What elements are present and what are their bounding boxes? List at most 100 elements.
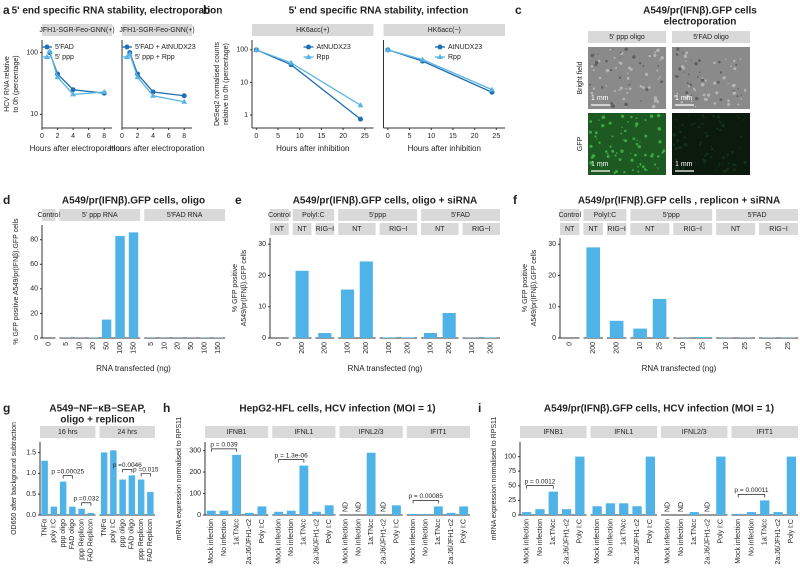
micrograph-texture bbox=[605, 69, 610, 73]
x-tick-label: 1a:TNcc bbox=[233, 519, 240, 546]
facet-strip bbox=[292, 223, 312, 235]
bar bbox=[100, 452, 108, 515]
bar bbox=[324, 505, 334, 515]
panel-letter: d bbox=[3, 193, 10, 207]
micrograph-texture bbox=[695, 96, 699, 101]
group-strip bbox=[661, 426, 728, 438]
bar bbox=[41, 460, 48, 515]
chart-title: A549/pr(IFNβ).GFP cells, HCV infection (… bbox=[544, 404, 774, 415]
value-label: ND bbox=[678, 502, 685, 512]
micrograph-texture bbox=[697, 125, 701, 129]
micrograph-texture bbox=[630, 152, 632, 155]
bar bbox=[340, 289, 355, 338]
micrograph-texture bbox=[683, 54, 688, 59]
x-tick-label: FAD oligo bbox=[69, 519, 76, 549]
bar bbox=[110, 450, 117, 515]
y-axis-label: % GFP positive A549/pr(IFNβ).GFP cells bbox=[13, 218, 20, 345]
y-tick-label: 0 bbox=[262, 335, 266, 342]
x-axis-label: RNA transfected (ng) bbox=[96, 364, 171, 373]
significance-bracket bbox=[81, 502, 92, 506]
p-value: p = 0.039 bbox=[210, 442, 238, 449]
micrograph-texture bbox=[702, 116, 705, 119]
micrograph-texture bbox=[703, 163, 706, 165]
bar bbox=[446, 512, 456, 515]
micrograph-texture bbox=[717, 80, 720, 84]
bar bbox=[312, 511, 321, 515]
micrograph-texture bbox=[620, 149, 624, 153]
bar bbox=[733, 513, 743, 515]
micrograph-texture bbox=[627, 121, 630, 123]
group-strip bbox=[270, 209, 289, 221]
micrograph-texture bbox=[648, 54, 651, 58]
x-tick-label: 4 bbox=[71, 133, 75, 140]
micrograph-texture bbox=[614, 67, 618, 70]
micrograph-texture bbox=[605, 84, 608, 87]
micrograph-texture bbox=[676, 166, 680, 170]
micrograph-texture bbox=[630, 158, 634, 162]
micrograph-texture bbox=[593, 69, 596, 72]
x-tick-label: No infection bbox=[537, 519, 544, 556]
group-label: 5'FAD bbox=[748, 212, 767, 219]
x-tick-label: 8 bbox=[102, 133, 106, 140]
x-tick-label: 200 bbox=[322, 342, 329, 354]
x-tick-label: 10 bbox=[680, 342, 687, 350]
micrograph-texture bbox=[658, 140, 662, 144]
micrograph-texture bbox=[598, 141, 601, 144]
point bbox=[46, 48, 53, 54]
micrograph-texture bbox=[626, 91, 629, 94]
micrograph-texture bbox=[740, 97, 743, 100]
point bbox=[101, 88, 108, 94]
bar bbox=[561, 509, 572, 515]
facet-strip bbox=[462, 223, 500, 235]
group-label: 5' ppp RNA bbox=[82, 212, 118, 219]
y-tick-label: 10 bbox=[548, 304, 556, 311]
scale-bar-label: 1 mm bbox=[675, 95, 693, 102]
micrograph-texture bbox=[615, 152, 618, 154]
micrograph-texture bbox=[685, 51, 689, 55]
group-label: IFNB1 bbox=[543, 429, 563, 436]
legend-label: 5' ppp bbox=[55, 54, 74, 61]
micrograph-texture bbox=[613, 56, 616, 59]
micrograph-texture bbox=[657, 64, 659, 67]
x-tick-label: 20 bbox=[339, 133, 347, 140]
micrograph-texture bbox=[605, 59, 608, 63]
x-tick-label: 2a:J6/JFH1-c2 bbox=[246, 519, 253, 565]
x-tick-label: 25 bbox=[785, 342, 792, 350]
x-tick-label: 10 bbox=[427, 133, 435, 140]
point bbox=[181, 98, 188, 104]
row-label: GFP bbox=[577, 136, 584, 151]
x-tick-label: Poly I:C bbox=[259, 519, 266, 544]
x-tick-label: Mock infection bbox=[410, 519, 417, 564]
bar bbox=[50, 506, 58, 515]
micrograph-texture bbox=[678, 67, 682, 71]
bar bbox=[605, 503, 616, 515]
micrograph-texture bbox=[726, 153, 730, 157]
micrograph-texture bbox=[650, 154, 654, 158]
facet-strip bbox=[383, 24, 505, 36]
micrograph-texture bbox=[624, 102, 628, 107]
micrograph-texture bbox=[660, 56, 664, 60]
x-tick-label: 6 bbox=[167, 133, 171, 140]
x-tick-label: 25 bbox=[492, 133, 500, 140]
micrograph-texture bbox=[692, 87, 696, 90]
micrograph-texture bbox=[737, 117, 740, 119]
bar bbox=[633, 328, 647, 338]
micrograph-texture bbox=[701, 77, 704, 79]
micrograph-texture bbox=[676, 47, 680, 51]
y-axis-label: % GFP positive bbox=[522, 264, 529, 312]
bar bbox=[299, 465, 309, 515]
x-axis-label: Hours after inhibition bbox=[276, 144, 349, 153]
micrograph-texture bbox=[715, 91, 719, 95]
micrograph-texture bbox=[723, 169, 727, 173]
point bbox=[419, 56, 426, 62]
group-label: 5'ppp bbox=[369, 212, 386, 219]
micrograph-texture bbox=[626, 72, 629, 75]
x-tick-label: 1a:TNcc bbox=[621, 519, 628, 546]
micrograph-texture bbox=[716, 115, 721, 119]
micrograph-texture bbox=[676, 139, 680, 142]
bar bbox=[391, 505, 401, 515]
x-tick-label: 200 bbox=[299, 342, 306, 354]
micrograph-texture bbox=[674, 166, 677, 169]
x-axis-label: RNA transfected (ng) bbox=[642, 364, 717, 373]
micrograph-texture bbox=[702, 93, 706, 97]
